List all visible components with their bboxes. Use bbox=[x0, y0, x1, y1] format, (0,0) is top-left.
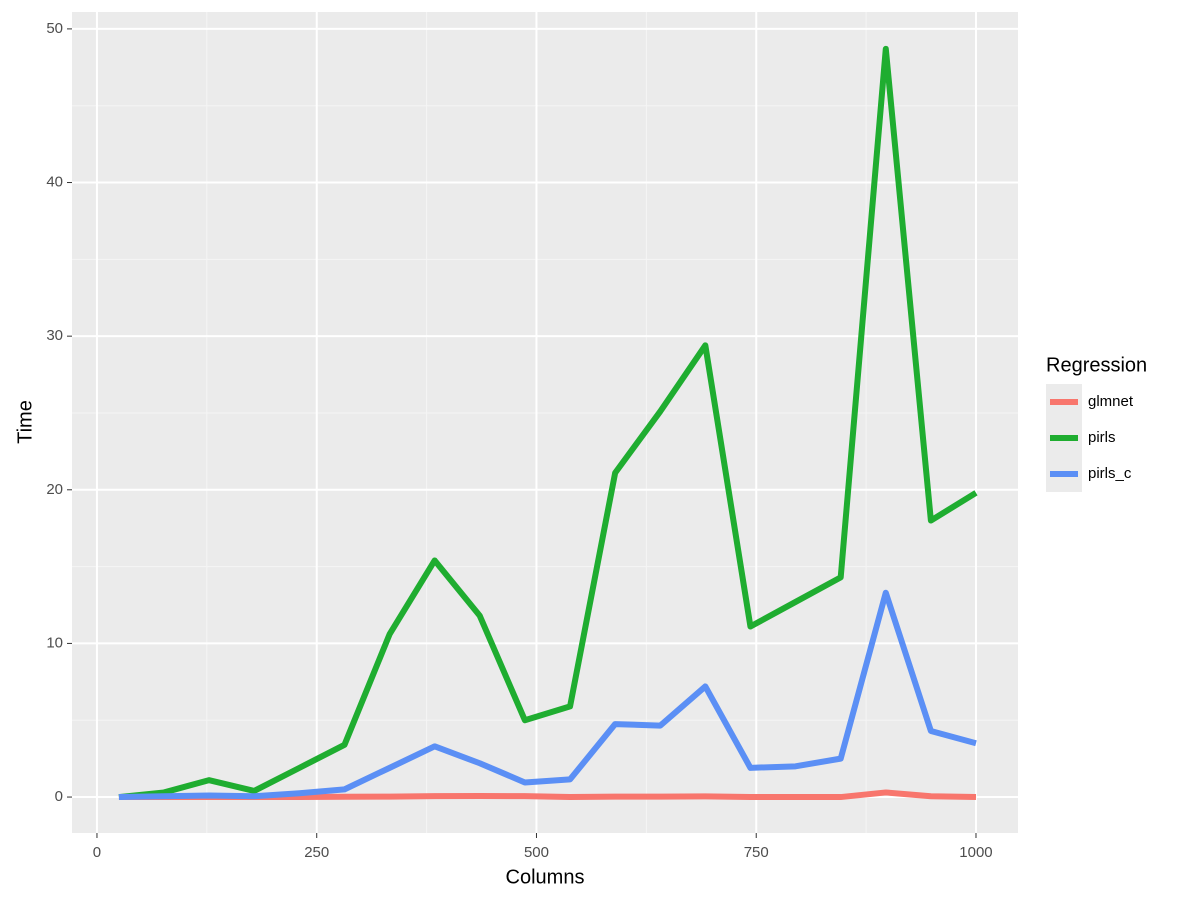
series-line bbox=[118, 45, 978, 801]
x-tick-label: 750 bbox=[744, 844, 769, 861]
y-tick-label: 0 bbox=[55, 788, 63, 805]
x-tick-label: 250 bbox=[304, 844, 329, 861]
y-tick-label: 20 bbox=[46, 481, 63, 498]
y-tick-label: 40 bbox=[46, 173, 63, 190]
x-tick-label: 500 bbox=[524, 844, 549, 861]
series-line bbox=[118, 589, 977, 801]
y-tick-label: 30 bbox=[46, 327, 63, 344]
x-tick-label: 0 bbox=[93, 844, 101, 861]
legend-label: pirls_c bbox=[1088, 465, 1132, 482]
x-tick-label: 1000 bbox=[959, 844, 992, 861]
y-tick-label: 50 bbox=[46, 20, 63, 37]
x-axis-title: Columns bbox=[506, 866, 585, 888]
y-tick-label: 10 bbox=[46, 634, 63, 651]
y-axis-title: Time bbox=[14, 400, 36, 444]
legend-title: Regression bbox=[1046, 354, 1147, 376]
legend-label: glmnet bbox=[1088, 393, 1134, 410]
legend-label: pirls bbox=[1088, 429, 1116, 446]
